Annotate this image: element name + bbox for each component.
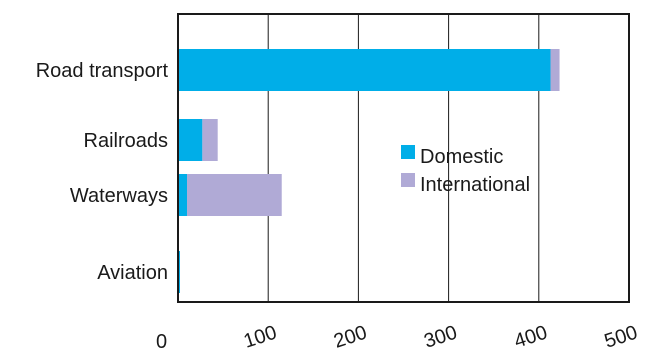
x-tick-label-200: 200 xyxy=(331,322,370,353)
x-tick-label-0: 0 xyxy=(156,331,167,353)
bar-waterways-international xyxy=(187,174,282,216)
x-tick-label-300: 300 xyxy=(421,322,460,353)
legend: Domestic International xyxy=(401,145,530,196)
category-labels: Road transport Railroads Waterways Aviation xyxy=(36,60,169,284)
category-label-railroads: Railroads xyxy=(84,130,168,152)
bar-road-transport-domestic xyxy=(178,49,551,91)
bars xyxy=(178,49,560,293)
x-tick-labels: 0 100 200 300 400 500 xyxy=(156,322,640,353)
bar-railroads-domestic xyxy=(178,119,203,161)
category-label-road-transport: Road transport xyxy=(36,60,169,82)
plot-frame xyxy=(177,13,630,303)
x-tick-label-400: 400 xyxy=(512,322,551,353)
bar-road-transport-international xyxy=(550,49,560,91)
legend-swatch-international xyxy=(401,173,415,187)
category-label-waterways: Waterways xyxy=(70,185,168,207)
legend-label-domestic: Domestic xyxy=(420,146,503,168)
x-tick-label-100: 100 xyxy=(241,322,280,353)
x-tick-label-500: 500 xyxy=(602,322,641,353)
category-label-aviation: Aviation xyxy=(97,262,168,284)
bar-railroads-international xyxy=(202,119,218,161)
legend-swatch-domestic xyxy=(401,145,415,159)
legend-label-international: International xyxy=(420,174,530,196)
bar-waterways-domestic xyxy=(178,174,188,216)
